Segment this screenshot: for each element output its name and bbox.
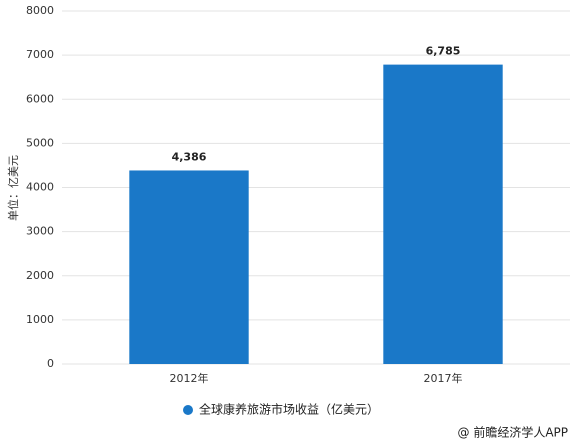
bar	[129, 170, 249, 364]
data-label: 6,785	[426, 45, 461, 58]
bar	[383, 64, 503, 364]
y-tick-label: 5000	[26, 136, 54, 149]
y-tick-label: 7000	[26, 48, 54, 61]
y-axis-label: 单位：亿美元	[6, 155, 20, 221]
legend-swatch	[183, 405, 193, 415]
y-tick-label: 6000	[26, 92, 54, 105]
y-tick-label: 1000	[26, 313, 54, 326]
legend-label: 全球康养旅游市场收益（亿美元）	[199, 402, 379, 417]
y-tick-label: 0	[47, 357, 54, 370]
data-label: 4,386	[172, 150, 207, 163]
credit: @ 前瞻经济学人APP	[458, 425, 569, 440]
y-tick-label: 4000	[26, 181, 54, 194]
x-tick-label: 2012年	[170, 371, 209, 385]
x-tick-label: 2017年	[424, 371, 463, 385]
y-tick-label: 8000	[26, 4, 54, 17]
y-tick-label: 3000	[26, 225, 54, 238]
y-tick-label: 2000	[26, 269, 54, 282]
